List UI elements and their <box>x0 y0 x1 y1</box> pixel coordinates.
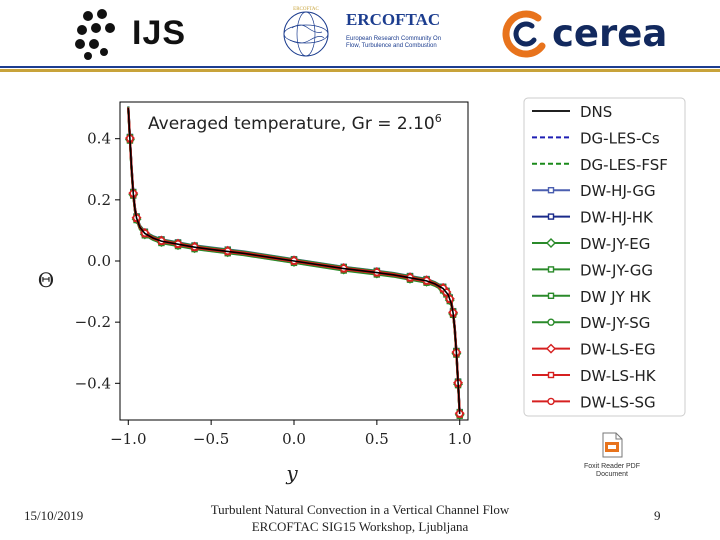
legend-entry: DNS <box>532 103 612 121</box>
legend-marker <box>547 371 555 379</box>
series-line-dns <box>127 108 461 414</box>
chart-title: Averaged temperature, Gr = 2.106 <box>148 112 442 134</box>
legend-marker <box>547 213 555 220</box>
legend-marker <box>547 397 555 406</box>
legend-label: DW-HJ-GG <box>580 182 656 200</box>
legend-label: DW-HJ-HK <box>580 209 654 227</box>
legend-entry: DW-JY-SG <box>532 314 650 332</box>
legend-marker <box>546 238 556 248</box>
legend-entry: DW-HJ-HK <box>532 209 654 227</box>
header-rule-gold <box>0 69 720 72</box>
legend-entry: DW-JY-EG <box>532 235 650 253</box>
ercoftac-logo-text: ERCOFTAC <box>346 10 441 29</box>
legend-label: DW-JY-SG <box>580 314 650 332</box>
pdf-attachment[interactable]: Foxit Reader PDF Document <box>572 432 652 484</box>
legend-entry: DW-JY-GG <box>532 261 653 279</box>
legend-marker <box>547 292 555 300</box>
pdf-file-icon <box>602 432 623 458</box>
legend-label: DW-LS-EG <box>580 341 656 359</box>
ijs-logo: IJS <box>74 6 204 62</box>
legend-entry: DG-LES-FSF <box>532 156 668 174</box>
legend-entry: DG-LES-Cs <box>532 129 660 147</box>
legend-entry: DW JY HK <box>532 288 652 306</box>
x-tick-label: −1.0 <box>110 430 146 448</box>
legend-marker <box>547 266 555 273</box>
legend-label: DNS <box>580 103 612 121</box>
x-tick-label: −0.5 <box>193 430 229 448</box>
footer-title-line-1: Turbulent Natural Convection in a Vertic… <box>210 502 510 517</box>
legend-marker <box>546 343 556 354</box>
footer-title: Turbulent Natural Convection in a Vertic… <box>160 501 560 535</box>
x-tick-label: 0.5 <box>365 430 389 448</box>
legend-label: DW-LS-SG <box>580 393 656 411</box>
ercoftac-circle-text: ERCOFTAC <box>293 7 319 12</box>
footer-date: 15/10/2019 <box>24 508 84 523</box>
y-tick-label: 0.0 <box>87 252 111 270</box>
cerea-logo: cerea <box>498 4 698 64</box>
y-tick-label: 0.2 <box>87 191 111 209</box>
y-tick-label: 0.4 <box>87 130 111 148</box>
legend-label: DW-JY-EG <box>580 235 650 253</box>
header-rule-blue <box>0 66 720 68</box>
slide-header: IJS ERCOFTAC ERCOFTAC European Research … <box>0 0 720 66</box>
y-tick-label: −0.2 <box>75 313 111 331</box>
cerea-swirl-icon <box>502 10 546 58</box>
temperature-profile-chart: Averaged temperature, Gr = 2.106 −1.0 −0.… <box>38 97 686 485</box>
legend-label: DG-LES-FSF <box>580 156 668 174</box>
x-axis-label: y <box>285 461 298 485</box>
legend-label: DW JY HK <box>580 288 652 306</box>
ijs-logo-text: IJS <box>132 14 187 52</box>
legend-entry: DW-LS-SG <box>532 393 656 411</box>
legend-label: DW-JY-GG <box>580 261 653 279</box>
footer-page-number: 9 <box>654 508 661 523</box>
legend-entry: DW-LS-HK <box>532 367 657 385</box>
y-axis-label: Θ <box>38 268 54 292</box>
legend-label: DW-LS-HK <box>580 367 657 385</box>
legend-box <box>523 97 686 417</box>
ercoftac-globe-icon: ERCOFTAC <box>283 7 329 57</box>
x-tick-label: 0.0 <box>282 430 306 448</box>
cerea-logo-text: cerea <box>552 12 668 55</box>
legend-marker <box>547 186 555 194</box>
ijs-dots-icon <box>75 9 115 60</box>
pdf-label: Foxit Reader PDF Document <box>583 463 641 478</box>
legend-label: DG-LES-Cs <box>580 129 660 147</box>
y-tick-label: −0.4 <box>75 374 111 392</box>
ercoftac-subtitle: European Research Community On Flow, Tur… <box>346 36 442 49</box>
footer-title-line-2: ERCOFTAC SIG15 Workshop, Ljubljana <box>251 519 469 534</box>
x-tick-label: 1.0 <box>448 430 472 448</box>
ercoftac-logo: ERCOFTAC ERCOFTAC European Research Comm… <box>270 4 450 64</box>
legend-entry: DW-LS-EG <box>532 341 656 359</box>
legend-entry: DW-HJ-GG <box>532 182 656 200</box>
legend-marker <box>547 318 555 326</box>
